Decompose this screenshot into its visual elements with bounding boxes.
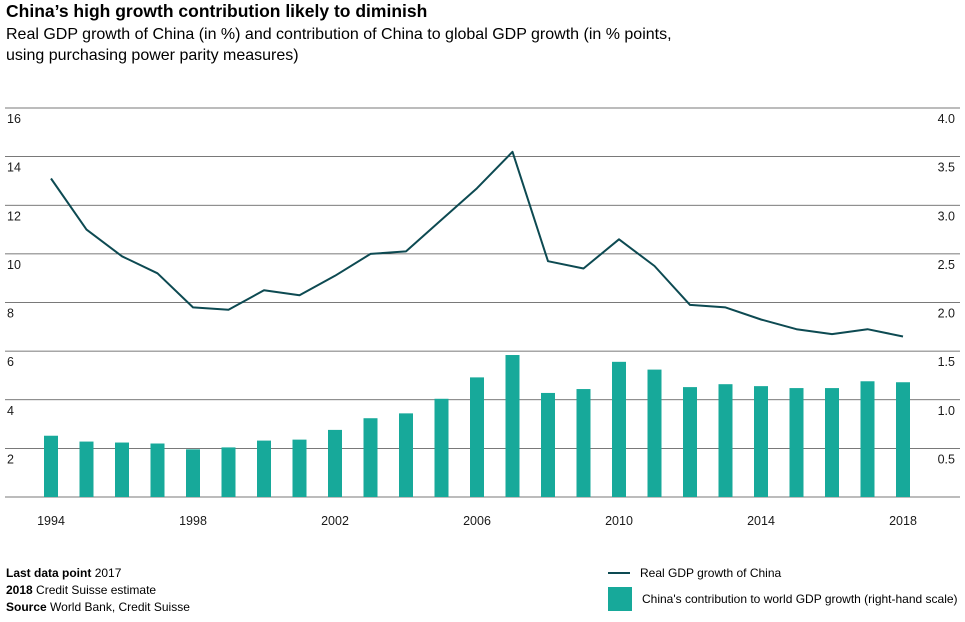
left-tick-label: 14 xyxy=(7,161,21,175)
legend-bar-swatch xyxy=(608,587,632,611)
chart-notes: Last data point 2017 2018 Credit Suisse … xyxy=(6,565,190,616)
left-tick-label: 8 xyxy=(7,307,14,321)
x-tick-label: 2006 xyxy=(463,514,491,528)
bar-2017 xyxy=(860,381,875,497)
legend-bar-label: China's contribution to world GDP growth… xyxy=(642,592,958,606)
bar-2002 xyxy=(328,429,342,497)
bar-1995 xyxy=(79,441,94,497)
bar-2014 xyxy=(754,386,768,497)
estimate-note: 2018 Credit Suisse estimate xyxy=(6,583,157,597)
bar-2010 xyxy=(612,361,626,497)
legend-item-line: Real GDP growth of China xyxy=(608,566,958,580)
last-data-point-note: Last data point 2017 xyxy=(6,566,122,580)
left-tick-label: 4 xyxy=(7,404,14,418)
x-tick-label: 2014 xyxy=(747,514,775,528)
right-tick-label: 0.5 xyxy=(938,452,955,466)
chart-title: China’s high growth contribution likely … xyxy=(6,1,428,21)
bar-2011 xyxy=(647,369,662,497)
bar-1994 xyxy=(44,435,58,497)
x-tick-label: 2002 xyxy=(321,514,349,528)
x-axis-ticks: 1994 1998 2002 2006 2010 2014 2018 xyxy=(37,514,917,528)
right-tick-label: 3.0 xyxy=(938,209,955,223)
left-axis-ticks: 16 14 12 10 8 6 4 2 xyxy=(7,112,21,466)
chart-subtitle: Real GDP growth of China (in %) and cont… xyxy=(6,26,672,64)
gdp-growth-line xyxy=(50,150,904,338)
bar-1999 xyxy=(221,447,236,497)
bar-1996 xyxy=(115,442,129,497)
bar-2007 xyxy=(505,355,520,497)
right-tick-label: 3.5 xyxy=(938,161,955,175)
left-tick-label: 6 xyxy=(7,355,14,369)
bar-2004 xyxy=(399,413,413,497)
right-tick-label: 1.0 xyxy=(938,404,955,418)
bar-2000 xyxy=(257,440,271,497)
right-tick-label: 1.5 xyxy=(938,355,955,369)
bar-2016 xyxy=(825,388,839,497)
bar-2005 xyxy=(434,398,449,497)
left-tick-label: 2 xyxy=(7,452,14,466)
left-tick-label: 16 xyxy=(7,112,21,126)
bar-2018 xyxy=(896,382,910,497)
left-tick-label: 12 xyxy=(7,209,21,223)
bar-2009 xyxy=(576,389,591,497)
bar-1997 xyxy=(150,443,165,497)
legend-line-label: Real GDP growth of China xyxy=(640,566,782,580)
bar-2013 xyxy=(718,384,733,497)
legend-item-bar: China's contribution to world GDP growth… xyxy=(608,587,958,611)
x-tick-label: 2018 xyxy=(889,514,917,528)
legend-line-swatch xyxy=(608,572,630,574)
right-tick-label: 4.0 xyxy=(938,112,955,126)
chart: 16 14 12 10 8 6 4 2 4.0 3.5 3.0 2.5 2.0 1.5 1.0 0.5 19… xyxy=(5,107,960,528)
bar-2012 xyxy=(683,387,697,497)
source-note: Source World Bank, Credit Suisse xyxy=(6,600,190,614)
right-axis-ticks: 4.0 3.5 3.0 2.5 2.0 1.5 1.0 0.5 xyxy=(938,112,955,466)
bar-2006 xyxy=(470,377,484,497)
right-tick-label: 2.5 xyxy=(938,258,955,272)
left-tick-label: 10 xyxy=(7,258,21,272)
bar-2001 xyxy=(292,439,307,497)
bar-2015 xyxy=(789,388,804,497)
x-tick-label: 1998 xyxy=(179,514,207,528)
bar-2008 xyxy=(541,392,555,497)
right-tick-label: 2.0 xyxy=(938,307,955,321)
bar-1998 xyxy=(186,449,200,497)
x-tick-label: 2010 xyxy=(605,514,633,528)
x-tick-label: 1994 xyxy=(37,514,65,528)
contribution-bars xyxy=(44,355,910,497)
bar-2003 xyxy=(363,418,378,497)
legend: Real GDP growth of China China's contrib… xyxy=(608,566,958,611)
